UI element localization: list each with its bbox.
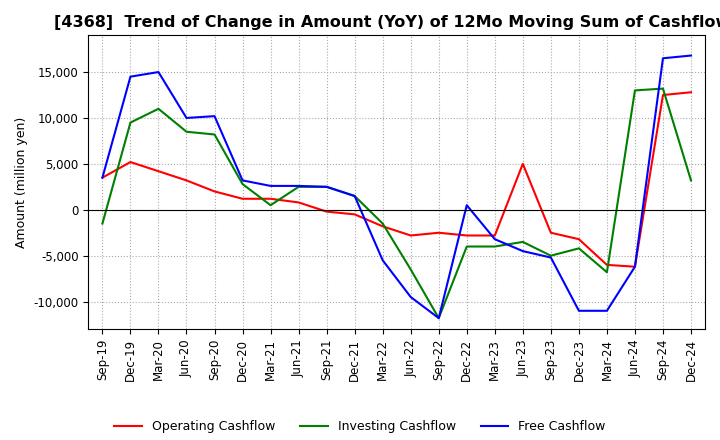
- Investing Cashflow: [154, 106, 163, 111]
- Free Cashflow: [575, 308, 583, 313]
- Line: Investing Cashflow: Investing Cashflow: [102, 88, 691, 318]
- Free Cashflow: [490, 237, 499, 242]
- Line: Operating Cashflow: Operating Cashflow: [102, 92, 691, 267]
- Free Cashflow: [603, 308, 611, 313]
- Operating Cashflow: [462, 233, 471, 238]
- Investing Cashflow: [434, 315, 443, 321]
- Investing Cashflow: [98, 221, 107, 226]
- Free Cashflow: [182, 115, 191, 121]
- Operating Cashflow: [98, 175, 107, 180]
- Operating Cashflow: [406, 233, 415, 238]
- Operating Cashflow: [126, 159, 135, 165]
- Free Cashflow: [462, 202, 471, 208]
- Free Cashflow: [631, 264, 639, 269]
- Operating Cashflow: [379, 224, 387, 229]
- Operating Cashflow: [575, 237, 583, 242]
- Operating Cashflow: [434, 230, 443, 235]
- Free Cashflow: [406, 294, 415, 300]
- Free Cashflow: [294, 183, 303, 189]
- Operating Cashflow: [659, 92, 667, 98]
- Investing Cashflow: [126, 120, 135, 125]
- Operating Cashflow: [323, 209, 331, 214]
- Investing Cashflow: [659, 86, 667, 91]
- Investing Cashflow: [351, 193, 359, 198]
- Title: [4368]  Trend of Change in Amount (YoY) of 12Mo Moving Sum of Cashflows: [4368] Trend of Change in Amount (YoY) o…: [54, 15, 720, 30]
- Free Cashflow: [546, 255, 555, 260]
- Free Cashflow: [659, 55, 667, 61]
- Investing Cashflow: [266, 202, 275, 208]
- Investing Cashflow: [631, 88, 639, 93]
- Investing Cashflow: [323, 184, 331, 190]
- Investing Cashflow: [546, 253, 555, 258]
- Operating Cashflow: [546, 230, 555, 235]
- Free Cashflow: [351, 193, 359, 198]
- Investing Cashflow: [518, 239, 527, 245]
- Operating Cashflow: [351, 212, 359, 217]
- Operating Cashflow: [294, 200, 303, 205]
- Investing Cashflow: [687, 178, 696, 183]
- Y-axis label: Amount (million yen): Amount (million yen): [15, 117, 28, 248]
- Line: Free Cashflow: Free Cashflow: [102, 55, 691, 318]
- Free Cashflow: [154, 70, 163, 75]
- Investing Cashflow: [406, 267, 415, 272]
- Investing Cashflow: [294, 184, 303, 190]
- Investing Cashflow: [462, 244, 471, 249]
- Investing Cashflow: [182, 129, 191, 134]
- Operating Cashflow: [631, 264, 639, 269]
- Investing Cashflow: [238, 181, 247, 187]
- Investing Cashflow: [379, 221, 387, 226]
- Free Cashflow: [98, 175, 107, 180]
- Operating Cashflow: [490, 233, 499, 238]
- Operating Cashflow: [154, 169, 163, 174]
- Free Cashflow: [238, 178, 247, 183]
- Legend: Operating Cashflow, Investing Cashflow, Free Cashflow: Operating Cashflow, Investing Cashflow, …: [109, 415, 611, 438]
- Investing Cashflow: [210, 132, 219, 137]
- Operating Cashflow: [182, 178, 191, 183]
- Investing Cashflow: [603, 270, 611, 275]
- Free Cashflow: [687, 53, 696, 58]
- Operating Cashflow: [266, 196, 275, 202]
- Operating Cashflow: [210, 189, 219, 194]
- Investing Cashflow: [490, 244, 499, 249]
- Free Cashflow: [518, 249, 527, 254]
- Free Cashflow: [210, 114, 219, 119]
- Operating Cashflow: [687, 90, 696, 95]
- Operating Cashflow: [603, 262, 611, 268]
- Operating Cashflow: [518, 161, 527, 166]
- Free Cashflow: [434, 315, 443, 321]
- Free Cashflow: [323, 184, 331, 190]
- Free Cashflow: [266, 183, 275, 189]
- Operating Cashflow: [238, 196, 247, 202]
- Free Cashflow: [126, 74, 135, 79]
- Free Cashflow: [379, 258, 387, 263]
- Investing Cashflow: [575, 246, 583, 251]
